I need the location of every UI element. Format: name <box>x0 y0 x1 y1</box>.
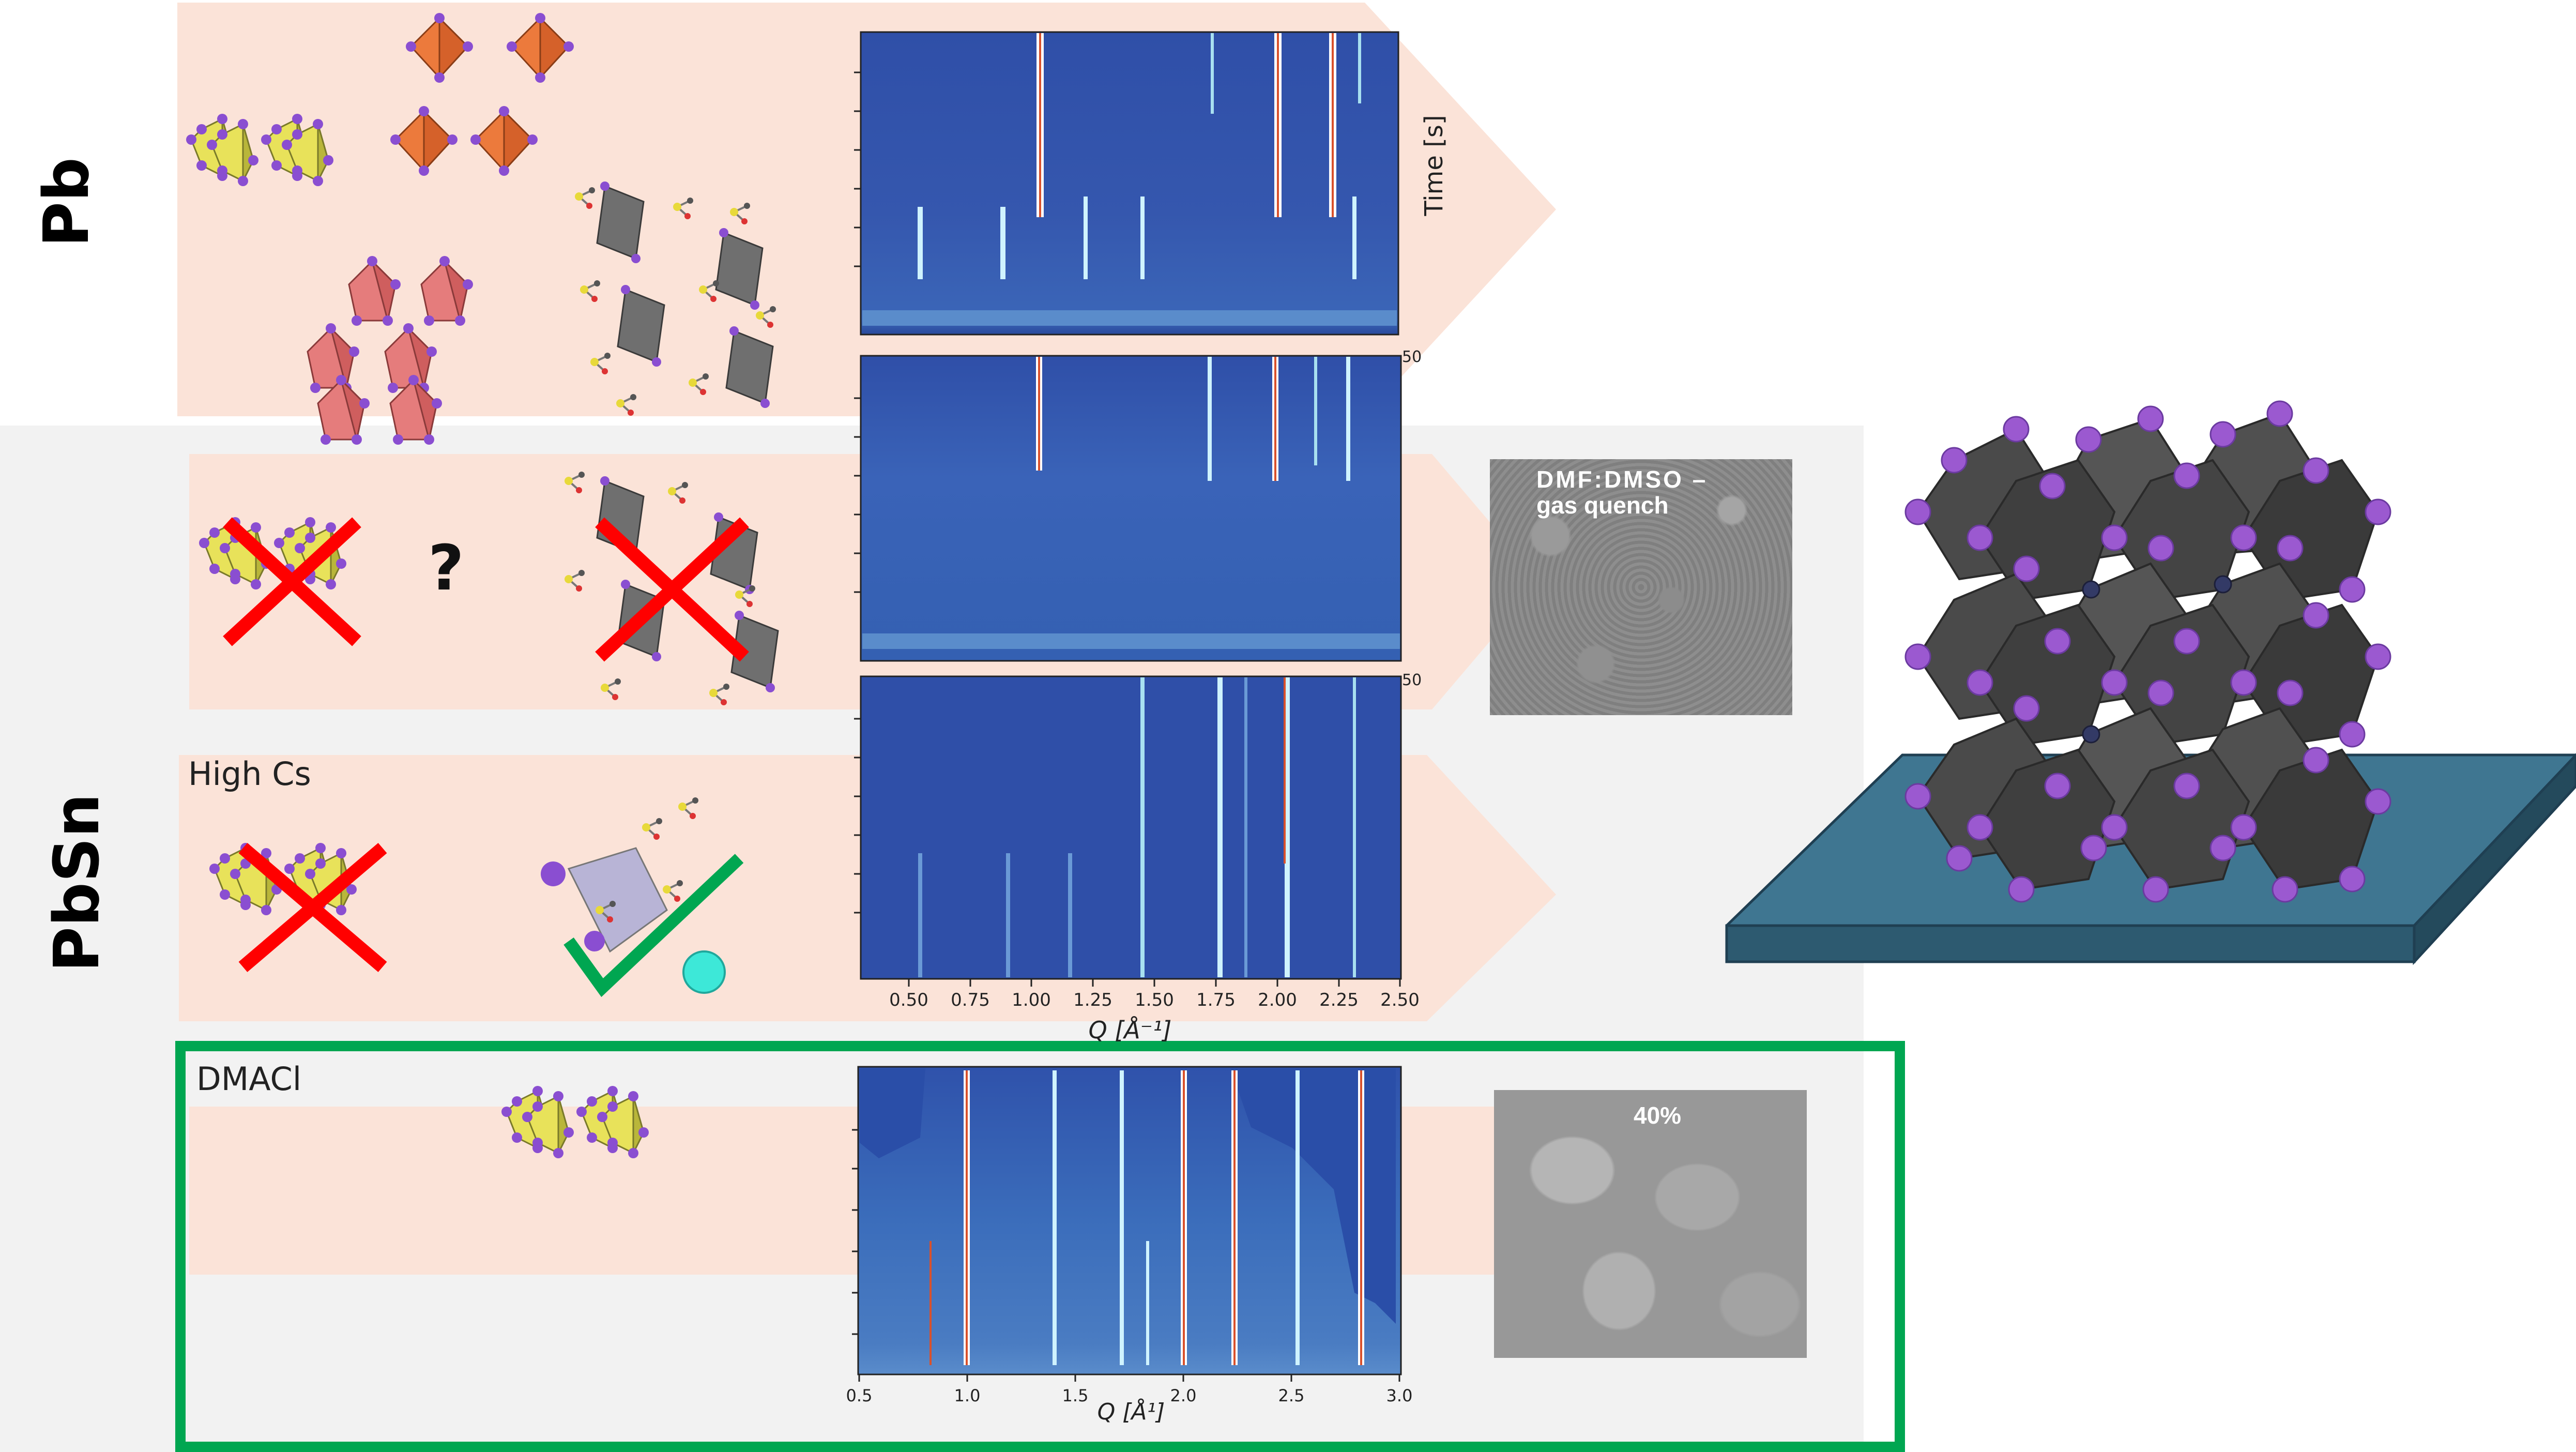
halide-ions <box>1904 400 2391 903</box>
upper-tick-label: 1.00 <box>1012 990 1051 1010</box>
red-cross-icon <box>595 517 749 662</box>
lower-tick-label: 2.0 <box>1170 1386 1197 1405</box>
time-axis-label: Time [s] <box>1420 115 1449 216</box>
label-high-cs: High Cs <box>188 755 311 793</box>
a-site-cations <box>2082 575 2232 744</box>
upper-tick-label: 1.75 <box>1196 990 1236 1010</box>
heatmap-4 <box>857 1066 1402 1375</box>
red-cross-icon <box>223 517 361 646</box>
partial-tick-label: 50 <box>1402 671 1422 689</box>
lower-q-axis: 0.5 1.0 1.5 2.0 2.5 3.0 Q [Å¹] <box>846 1374 1413 1425</box>
partial-tick-label: 50 <box>1402 348 1422 366</box>
perovskite-3d-icon <box>1725 400 2576 965</box>
upper-q-axis-label: Q [Å⁻¹] <box>1089 1016 1172 1044</box>
lower-tick-label: 2.5 <box>1278 1386 1305 1405</box>
lower-q-axis-label: Q [Å¹] <box>1098 1398 1165 1425</box>
upper-tick-label: 2.00 <box>1258 990 1297 1010</box>
cs-ion-icon <box>682 950 726 994</box>
sem-image-dmf-dmso: DMF:DMSO – gas quench <box>1490 459 1792 715</box>
green-check-icon <box>563 854 744 997</box>
lower-tick-label: 1.5 <box>1062 1386 1089 1405</box>
sem-image-dmacl: 40% <box>1494 1090 1807 1358</box>
dmacl-highlight-box <box>175 1041 1905 1452</box>
lower-tick-label: 3.0 <box>1386 1386 1413 1405</box>
label-dmacl: DMACl <box>196 1060 302 1098</box>
upper-tick-label: 1.25 <box>1073 990 1112 1010</box>
upper-tick-label: 0.50 <box>889 990 928 1010</box>
upper-tick-label: 2.25 <box>1319 990 1359 1010</box>
upper-tick-label: 1.50 <box>1135 990 1174 1010</box>
lower-tick-label: 1.0 <box>954 1386 981 1405</box>
lower-tick-label: 0.5 <box>846 1386 873 1405</box>
sem-caption-line2: gas quench <box>1536 492 1669 519</box>
heatmap-2 <box>860 355 1402 662</box>
structure-illustrations <box>0 12 779 1452</box>
upper-q-axis: 0.50 0.75 1.00 1.25 1.50 1.75 2.00 2.25 … <box>889 979 1420 1044</box>
question-mark: ? <box>428 533 464 604</box>
heatmap-1 <box>860 31 1399 336</box>
y-ticks <box>852 71 861 1335</box>
solvent-complex-icon <box>541 796 699 953</box>
sem-caption-line1: DMF:DMSO – <box>1536 466 1708 493</box>
heatmap-3 <box>860 675 1402 980</box>
red-cross-icon <box>238 843 387 972</box>
upper-tick-label: 0.75 <box>951 990 990 1010</box>
upper-tick-label: 2.50 <box>1380 990 1420 1010</box>
sem-caption-40: 40% <box>1634 1102 1682 1129</box>
heatmap-panels: 0.50 0.75 1.00 1.25 1.50 1.75 2.00 2.25 … <box>846 31 1449 1425</box>
